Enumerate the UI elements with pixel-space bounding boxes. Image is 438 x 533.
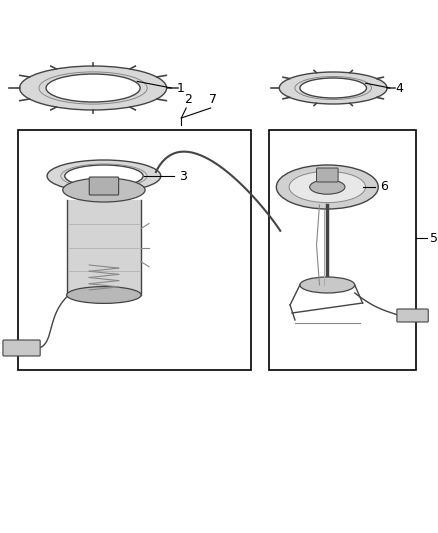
Text: 4: 4 (395, 82, 403, 94)
Text: 2: 2 (184, 93, 192, 106)
Text: 5: 5 (430, 231, 438, 245)
Text: 3: 3 (179, 169, 187, 182)
Ellipse shape (310, 180, 345, 194)
FancyBboxPatch shape (3, 340, 40, 356)
FancyBboxPatch shape (397, 309, 428, 322)
Ellipse shape (47, 160, 161, 192)
Ellipse shape (300, 277, 355, 293)
Ellipse shape (63, 178, 145, 202)
Bar (18, 130, 251, 370)
FancyBboxPatch shape (89, 177, 119, 195)
Bar (268, 130, 416, 370)
FancyBboxPatch shape (67, 200, 141, 295)
Ellipse shape (289, 172, 366, 203)
Text: 1: 1 (177, 82, 184, 94)
Ellipse shape (276, 165, 378, 209)
FancyBboxPatch shape (317, 168, 338, 182)
Ellipse shape (300, 78, 367, 98)
Ellipse shape (20, 66, 166, 110)
Text: 7: 7 (208, 93, 217, 106)
Ellipse shape (46, 74, 140, 102)
Ellipse shape (65, 165, 143, 187)
Ellipse shape (279, 72, 387, 104)
Ellipse shape (67, 287, 141, 303)
Text: 6: 6 (380, 181, 388, 193)
